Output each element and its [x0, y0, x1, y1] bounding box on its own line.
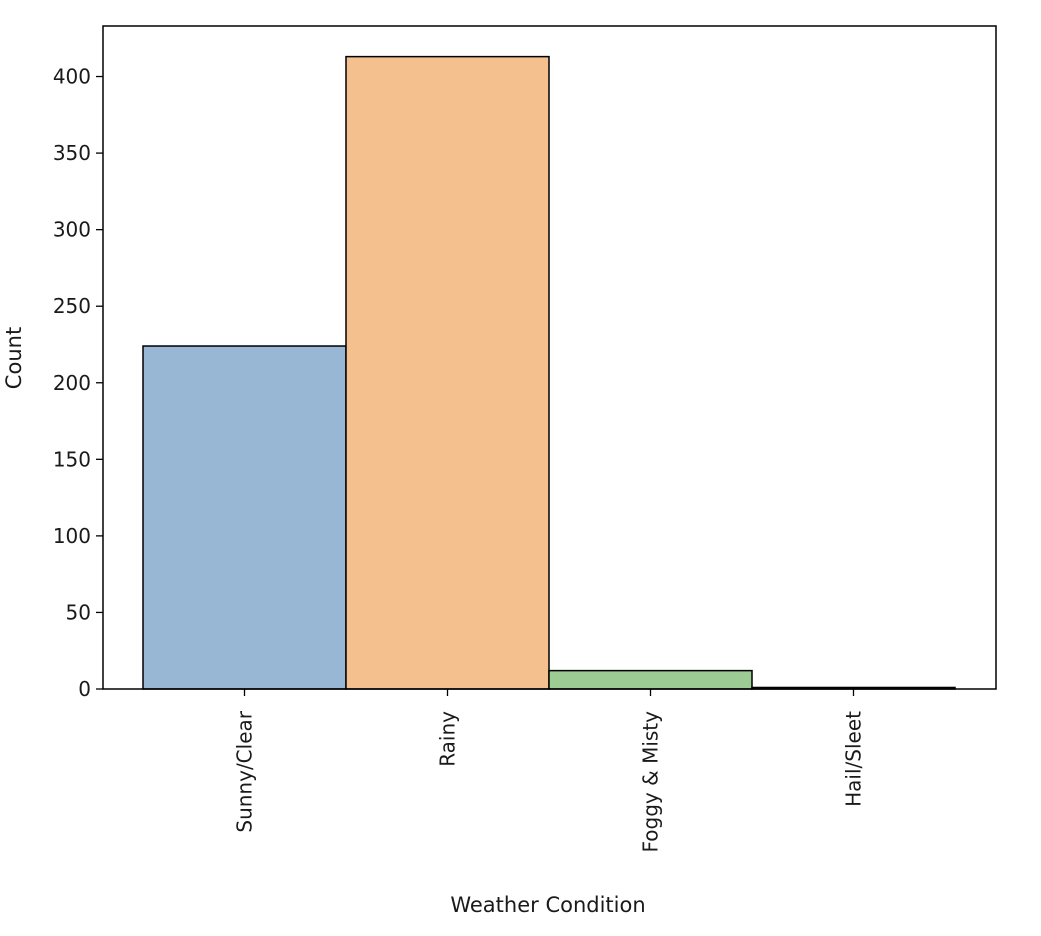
y-tick-label: 300	[53, 218, 91, 242]
x-axis-title: Weather Condition	[450, 893, 645, 917]
bar-rainy	[345, 55, 550, 690]
x-axis: Sunny/Clear Rainy Foggy & Misty Hail/Sleet	[233, 689, 866, 852]
y-tick-label: 0	[78, 677, 91, 701]
bar-foggy-misty	[548, 669, 753, 690]
x-tick-label: Rainy	[436, 711, 460, 767]
bars-group	[142, 55, 956, 690]
y-tick-label: 350	[53, 141, 91, 165]
x-tick-label: Hail/Sleet	[842, 711, 866, 807]
y-tick-label: 400	[53, 65, 91, 89]
y-tick-label: 50	[66, 600, 91, 624]
y-tick-label: 200	[53, 371, 91, 395]
y-axis-title: Count	[2, 327, 26, 389]
plot-frame	[102, 25, 997, 690]
y-axis: 0 50 100 150 200 250 300 350 400	[53, 65, 103, 701]
bar-sunny-clear	[142, 345, 347, 690]
y-tick-label: 100	[53, 524, 91, 548]
y-tick-label: 250	[53, 294, 91, 318]
x-tick-label: Foggy & Misty	[639, 711, 663, 853]
x-tick-label: Sunny/Clear	[233, 710, 257, 832]
y-tick-label: 150	[53, 447, 91, 471]
